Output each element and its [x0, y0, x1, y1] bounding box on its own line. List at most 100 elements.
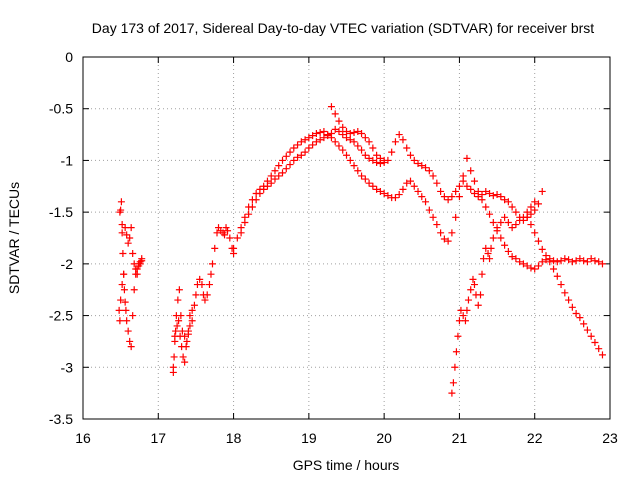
data-point: [399, 185, 407, 193]
data-point: [572, 257, 580, 265]
series-group: [230, 127, 606, 273]
data-point: [595, 345, 603, 353]
data-point: [512, 221, 520, 229]
data-point: [354, 167, 362, 175]
data-point: [568, 258, 576, 266]
data-point: [523, 213, 531, 221]
data-point: [418, 162, 426, 170]
data-point: [437, 187, 445, 195]
data-point: [553, 272, 561, 280]
data-point: [361, 175, 369, 183]
data-point: [196, 275, 204, 283]
data-point: [120, 270, 128, 278]
data-point: [461, 317, 469, 325]
data-point: [127, 224, 135, 232]
data-point: [294, 153, 302, 161]
data-point: [523, 262, 531, 270]
data-point: [301, 136, 309, 144]
data-point: [124, 239, 132, 247]
x-tick-label: 20: [376, 430, 392, 446]
data-point: [175, 286, 183, 294]
data-point: [327, 103, 335, 111]
data-point: [118, 221, 126, 229]
data-point: [467, 167, 475, 175]
y-tick-label: 0: [65, 49, 73, 65]
data-point: [501, 241, 509, 249]
data-point: [455, 182, 463, 190]
data-point: [208, 260, 216, 268]
y-axis-label: SDTVAR / TECUs: [6, 182, 22, 294]
data-point: [116, 317, 124, 325]
data-point: [279, 156, 287, 164]
data-point: [482, 187, 490, 195]
data-point: [119, 250, 127, 258]
data-point: [516, 258, 524, 266]
x-tick-label: 16: [75, 430, 91, 446]
data-point: [384, 192, 392, 200]
data-point: [263, 182, 271, 190]
data-point: [127, 343, 135, 351]
data-point: [403, 144, 411, 152]
data-point: [123, 231, 131, 239]
data-point: [508, 203, 516, 211]
data-point: [395, 191, 403, 199]
data-point: [508, 224, 516, 232]
data-point: [410, 182, 418, 190]
data-point: [512, 255, 520, 263]
data-point: [388, 148, 396, 156]
data-point: [531, 265, 539, 273]
x-tick-label: 22: [527, 430, 543, 446]
data-point: [373, 151, 381, 159]
data-point: [598, 351, 606, 359]
data-point: [380, 190, 388, 198]
data-point: [346, 136, 354, 144]
data-point: [444, 237, 452, 245]
data-point: [565, 256, 573, 264]
data-point: [350, 138, 358, 146]
data-point: [335, 127, 343, 135]
data-point: [182, 343, 190, 351]
data-point: [451, 363, 459, 371]
data-point: [587, 332, 595, 340]
data-point: [120, 286, 128, 294]
data-point: [414, 160, 422, 168]
data-point: [183, 337, 191, 345]
data-point: [512, 208, 520, 216]
data-point: [358, 130, 366, 138]
data-point: [339, 131, 347, 139]
data-point: [470, 177, 478, 185]
data-point: [463, 154, 471, 162]
data-point: [207, 270, 215, 278]
data-point: [553, 258, 561, 266]
data-point: [557, 257, 565, 265]
data-point: [487, 244, 495, 252]
data-point: [124, 327, 132, 335]
series-group: [237, 125, 546, 237]
data-point: [463, 182, 471, 190]
data-point: [538, 258, 546, 266]
data-point: [534, 200, 542, 208]
data-point: [138, 257, 146, 265]
data-point: [201, 296, 209, 304]
data-point: [365, 154, 373, 162]
data-point: [489, 192, 497, 200]
data-point: [241, 218, 249, 226]
y-tick-label: -3.5: [49, 411, 73, 427]
x-tick-label: 21: [452, 430, 468, 446]
data-point: [406, 151, 414, 159]
x-axis-label: GPS time / hours: [293, 457, 400, 473]
data-point: [339, 123, 347, 131]
data-point: [557, 281, 565, 289]
data-point: [373, 158, 381, 166]
data-point: [179, 353, 187, 361]
data-point: [425, 206, 433, 214]
y-tick-label: -3: [61, 359, 74, 375]
data-point: [504, 218, 512, 226]
series-group: [448, 198, 539, 397]
data-point: [129, 250, 137, 258]
data-point: [583, 326, 591, 334]
data-point: [452, 348, 460, 356]
data-point: [282, 165, 290, 173]
data-point: [130, 286, 138, 294]
data-point: [454, 332, 462, 340]
